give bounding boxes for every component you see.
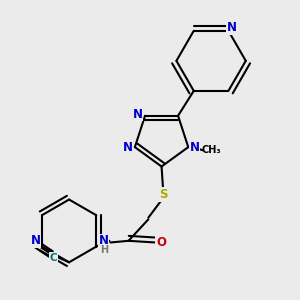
Text: O: O	[156, 236, 166, 249]
Text: CH₃: CH₃	[202, 146, 221, 155]
Text: N: N	[190, 141, 200, 154]
Text: N: N	[99, 234, 109, 247]
Text: N: N	[123, 141, 133, 154]
Text: S: S	[159, 188, 167, 201]
Text: C: C	[50, 253, 57, 263]
Text: N: N	[30, 234, 40, 247]
Text: N: N	[227, 21, 237, 34]
Text: H: H	[100, 245, 108, 255]
Text: N: N	[133, 108, 143, 121]
